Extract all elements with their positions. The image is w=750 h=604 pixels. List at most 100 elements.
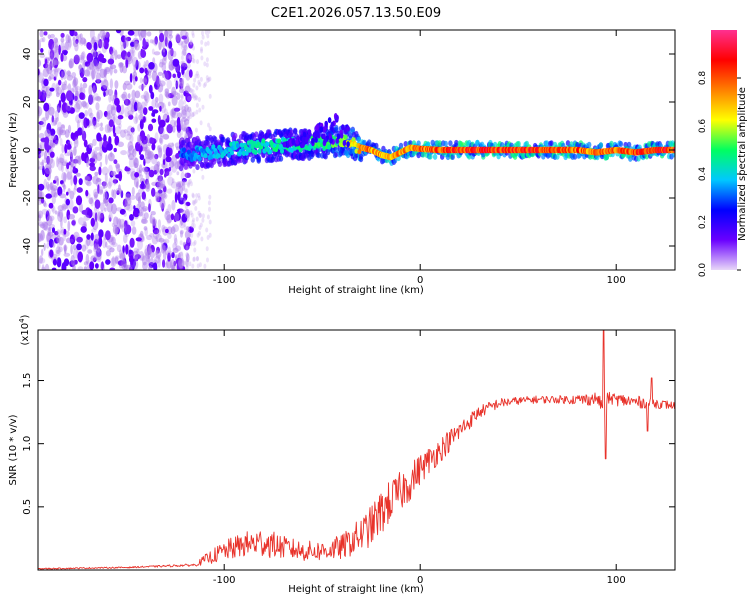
spectrogram-noise-blob: [187, 63, 191, 68]
spectrogram-noise-blob: [48, 38, 55, 50]
spectrogram-noise-blob: [187, 179, 191, 185]
spectrogram-noise-blob: [111, 113, 118, 121]
spectrogram-ridge-wisp: [342, 140, 347, 147]
spectrogram-noise-blob: [94, 171, 99, 176]
spectrogram-noise-blob: [123, 212, 127, 217]
spectrogram-noise-blob: [110, 203, 117, 215]
snr-series-line: [38, 330, 675, 570]
spectrogram-noise-blob: [201, 30, 204, 36]
snr-panel: -100 0 100 1.5 1.0 0.5 Height of straight li…: [8, 314, 676, 595]
snr-y-tick-label: 1.0: [22, 436, 33, 452]
spectrogram-noise-blob: [69, 238, 74, 243]
spectrogram-noise-blob: [161, 62, 167, 72]
spectrogram-noise-blob: [176, 92, 181, 100]
spectrogram-ridge-core: [247, 147, 252, 153]
spectrogram-noise-blob: [114, 135, 120, 146]
spectrogram-noise-blob: [153, 262, 158, 270]
spectrogram-noise-blob: [180, 88, 184, 94]
spectrogram-noise-blob: [207, 200, 211, 206]
spectrogram-noise-blob: [58, 99, 62, 109]
spectrogram-noise-blob: [39, 191, 45, 199]
spectrogram-ridge-blob: [604, 154, 609, 161]
spectrogram-noise-blob: [90, 217, 96, 227]
spectrogram-noise-blob: [133, 101, 138, 112]
spectrogram-noise-blob: [116, 104, 122, 113]
spectrogram-noise-blob: [155, 96, 159, 103]
spectrogram-noise-blob: [42, 36, 46, 43]
spectrogram-noise-blob: [90, 255, 96, 262]
spectrogram-noise-blob: [169, 160, 175, 168]
spectrogram-noise-blob: [49, 73, 55, 80]
spectrogram-noise-blob: [115, 126, 122, 135]
spectrogram-noise-blob: [187, 232, 191, 238]
spectrogram-noise-blob: [175, 80, 178, 90]
spectrogram-noise-blob: [149, 257, 154, 265]
spectrogram-ridge-blob: [221, 136, 226, 143]
spectrogram-noise-blob: [156, 181, 163, 190]
spectrogram-noise-blob: [172, 224, 179, 233]
spectrogram-noise-blob: [41, 85, 48, 93]
spectrogram-y-ticks: 40 20 0 -20 -40: [22, 48, 675, 254]
spectrogram-ridge-core: [182, 147, 186, 153]
spectrogram-noise-blob: [93, 243, 98, 251]
spectrogram-noise-blob: [144, 98, 148, 107]
spectrogram-noise-blob: [121, 263, 129, 270]
spectrogram-ridge-wisp: [335, 114, 339, 121]
spectrogram-noise-blob: [111, 236, 116, 246]
spectrogram-noise-blob: [171, 264, 175, 270]
spectrogram-noise-blob: [118, 123, 122, 129]
spectrogram-noise-blob: [176, 171, 180, 176]
spectrogram-noise-blob: [183, 72, 187, 78]
spectrogram-noise-blob: [84, 239, 89, 250]
spectrogram-noise-blob: [205, 75, 209, 81]
spectrogram-noise-blob: [67, 35, 72, 44]
spectrogram-noise-blob: [117, 115, 124, 120]
spectrogram-noise-blob: [198, 82, 202, 87]
spectrogram-noise-blob: [169, 259, 176, 270]
spectrogram-noise-blob: [42, 91, 46, 101]
spectrogram-ridge-wisp: [295, 138, 300, 145]
spectrogram-noise-blob: [77, 251, 83, 263]
spectrogram-noise-blob: [38, 199, 42, 206]
spectrogram-noise-blob: [183, 50, 187, 55]
spectrogram-noise-blob: [49, 87, 55, 92]
spectrogram-noise-blob: [163, 133, 170, 140]
spectrogram-noise-blob: [73, 77, 79, 87]
spectrogram-noise-blob: [164, 108, 168, 116]
spectrogram-noise-blob: [145, 251, 151, 259]
spectrogram-noise-blob: [153, 170, 158, 175]
spectrogram-noise-blob: [174, 192, 178, 203]
spectrogram-noise-blob: [154, 36, 158, 45]
spectrogram-noise-blob: [158, 189, 163, 194]
spectrogram-noise-blob: [141, 83, 144, 92]
spectrogram-noise-blob: [73, 138, 79, 148]
spectrogram-noise-blob: [78, 63, 83, 74]
spectrogram-noise-blob: [38, 121, 44, 125]
spectrogram-noise-blob: [78, 178, 83, 186]
spectrogram-noise-blob: [208, 206, 211, 212]
spectrogram-noise-blob: [180, 121, 184, 126]
spectrogram-noise-blob: [100, 35, 105, 41]
spectrogram-noise-blob: [70, 244, 73, 255]
spectrogram-noise-blob: [143, 90, 149, 102]
spectrogram-noise-blob: [51, 188, 58, 197]
spectrogram-ridge-blob: [555, 153, 560, 160]
spectrogram-noise-blob: [129, 214, 134, 221]
spectrogram-noise-blob: [73, 175, 78, 186]
spectrogram-noise-blob: [95, 102, 100, 111]
spectrogram-noise-blob: [206, 33, 210, 39]
spectrogram-noise-blob: [40, 197, 45, 204]
spectrogram-noise-blob: [88, 197, 94, 205]
spectrogram-noise-blob: [153, 229, 160, 240]
spectrogram-noise-blob: [167, 142, 175, 147]
spectrogram-noise-blob: [163, 36, 169, 43]
spectrogram-noise-blob: [38, 39, 41, 51]
spectrogram-noise-blob: [206, 78, 210, 83]
spectrogram-noise-blob: [89, 30, 95, 40]
spectrogram-noise-blob: [123, 40, 127, 49]
spectrogram-noise-blob: [78, 112, 85, 119]
spectrogram-noise-blob: [114, 174, 121, 179]
spectrogram-noise-blob: [92, 116, 97, 126]
spectrogram-noise-blob: [199, 212, 203, 218]
spectrogram-noise-blob: [200, 48, 203, 54]
